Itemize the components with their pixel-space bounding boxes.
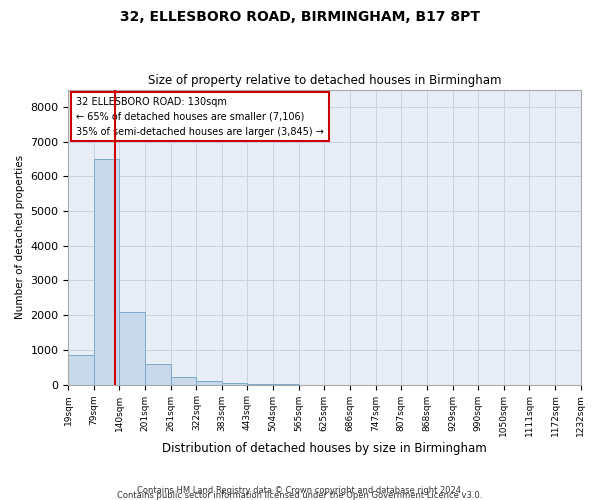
Bar [119,312,145,384]
Bar [222,383,247,384]
Bar [145,364,170,384]
Text: 32 ELLESBORO ROAD: 130sqm
← 65% of detached houses are smaller (7,106)
35% of se: 32 ELLESBORO ROAD: 130sqm ← 65% of detac… [76,97,324,136]
Text: Contains public sector information licensed under the Open Government Licence v3: Contains public sector information licen… [118,490,482,500]
Bar [68,355,94,384]
Bar [94,159,119,384]
Text: Contains HM Land Registry data © Crown copyright and database right 2024.: Contains HM Land Registry data © Crown c… [137,486,463,495]
Bar [196,381,222,384]
Y-axis label: Number of detached properties: Number of detached properties [15,155,25,319]
Text: 32, ELLESBORO ROAD, BIRMINGHAM, B17 8PT: 32, ELLESBORO ROAD, BIRMINGHAM, B17 8PT [120,10,480,24]
Title: Size of property relative to detached houses in Birmingham: Size of property relative to detached ho… [148,74,501,87]
X-axis label: Distribution of detached houses by size in Birmingham: Distribution of detached houses by size … [162,442,487,455]
Bar [170,376,196,384]
